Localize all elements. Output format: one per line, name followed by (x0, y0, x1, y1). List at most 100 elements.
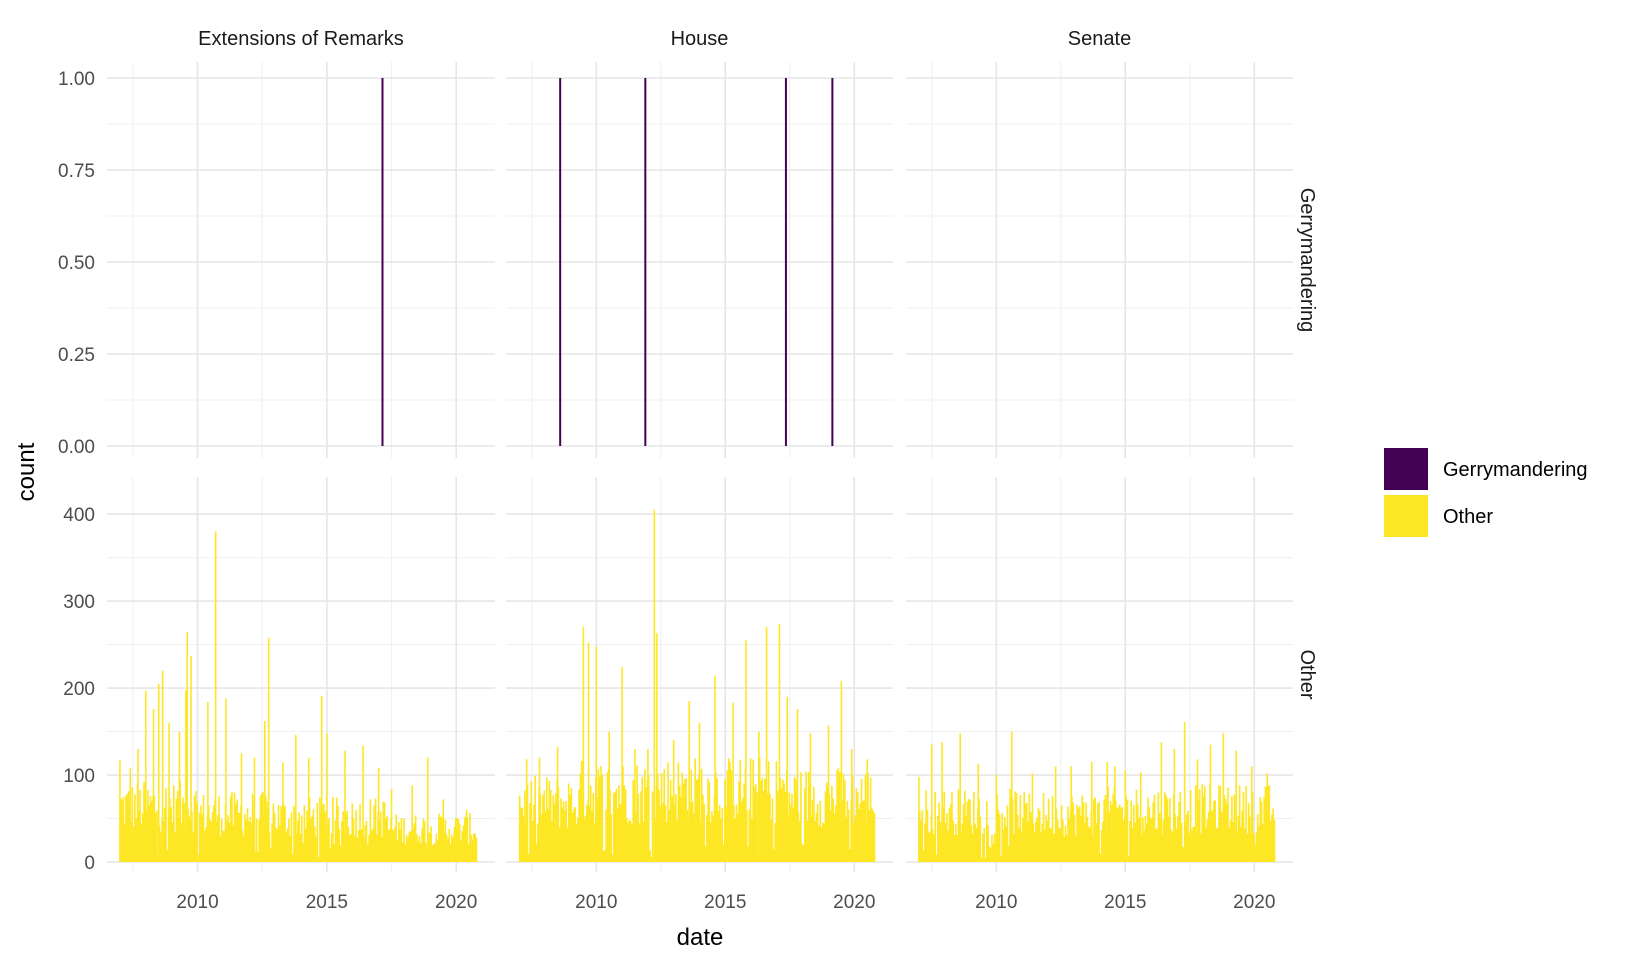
bar-other (625, 817, 628, 862)
bar-other (419, 843, 422, 862)
bar-other (754, 783, 757, 862)
bar-other (1225, 803, 1228, 862)
bar-other (758, 757, 761, 862)
bar-other (229, 796, 232, 862)
bar-other (122, 797, 125, 862)
bar-other (1111, 805, 1113, 862)
bar-other (1086, 816, 1089, 862)
bar-other (188, 816, 191, 862)
bar-other (447, 838, 449, 862)
bar-other (451, 834, 453, 862)
bar-other-spike (185, 690, 187, 862)
bar-other (1099, 853, 1102, 862)
bar-other (551, 821, 553, 862)
bar-other-spike (941, 741, 943, 862)
bar-other (475, 837, 478, 862)
x-tick-label: 2015 (306, 892, 348, 913)
bar-other (1020, 831, 1023, 862)
bar-other-spike (827, 725, 830, 862)
bar-other-spike (1266, 773, 1268, 862)
bar-other (691, 801, 694, 862)
bar-other (1262, 823, 1264, 862)
bar-other (1216, 827, 1219, 862)
bar-other (346, 810, 348, 862)
bar-other (767, 761, 770, 862)
bar-other (862, 800, 864, 862)
bar-other (831, 785, 833, 862)
bar-other (373, 805, 376, 862)
bar-other-spike (1090, 761, 1093, 862)
bar-other (709, 822, 712, 862)
bar-other (650, 856, 653, 862)
bar-other (172, 785, 175, 862)
bar-other (143, 781, 145, 862)
bar-other (1103, 799, 1106, 862)
bar-other (616, 808, 619, 862)
bar-other (815, 812, 818, 862)
bar-other (366, 844, 369, 862)
bar-other (580, 760, 583, 862)
bar-other (849, 849, 851, 862)
bar-other (304, 828, 307, 862)
bar-other-spike (1209, 744, 1212, 862)
bar-other (714, 772, 717, 862)
bar-other-spike (344, 750, 346, 862)
bar-other (1272, 808, 1274, 862)
bar-other (535, 843, 538, 862)
bar-other (1078, 806, 1081, 862)
bar-other (223, 830, 226, 862)
bar-other (642, 821, 645, 862)
bar-other (576, 817, 579, 862)
bar-other (1130, 800, 1133, 862)
bar-other (1134, 822, 1136, 862)
bar-other (703, 804, 706, 862)
bar-other (456, 818, 458, 862)
bar-other (979, 816, 982, 862)
bar-other (385, 818, 387, 862)
bar-other-spike (295, 735, 297, 862)
bar-other (1166, 798, 1169, 862)
bar-other (170, 807, 173, 862)
bar-other (299, 833, 302, 862)
bar-other-spike (587, 642, 590, 862)
bar-other (245, 820, 248, 862)
bar-other (332, 797, 334, 862)
bar-other (202, 795, 205, 862)
bar-other (354, 836, 356, 862)
bar-other (684, 779, 686, 862)
bar-other (837, 768, 840, 862)
bar-other (238, 812, 241, 862)
bar-other (961, 823, 964, 862)
bar-other (1245, 786, 1247, 862)
bar-other (978, 798, 980, 862)
bar-other (524, 790, 526, 862)
bar-other-spike (931, 744, 933, 862)
bar-other (187, 808, 189, 862)
bar-other (575, 824, 578, 862)
bar-other (665, 821, 668, 862)
bar-other (962, 804, 965, 862)
bar-other (996, 794, 998, 862)
bar-other (548, 780, 551, 862)
bar-other (1145, 823, 1148, 862)
bar-other (205, 826, 207, 862)
panel-senate-gerrymandering (906, 62, 1293, 458)
bar-other (944, 822, 947, 862)
bar-other (613, 792, 615, 862)
bar-other (956, 835, 958, 862)
bar-other-spike (186, 632, 188, 862)
bar-other (686, 809, 689, 862)
bar-other (628, 819, 631, 862)
bar-other (638, 823, 641, 862)
bar-other (1071, 796, 1073, 862)
bar-other-spike (745, 640, 747, 862)
bar-other (518, 795, 521, 862)
bar-other (1227, 787, 1229, 862)
bar-other (965, 815, 967, 862)
bar-other (310, 818, 312, 862)
bar-other (712, 815, 715, 862)
bar-other-spike (465, 809, 468, 862)
bar-other-spike (190, 655, 192, 862)
bar-other (1144, 815, 1147, 862)
bar-other (378, 819, 381, 862)
